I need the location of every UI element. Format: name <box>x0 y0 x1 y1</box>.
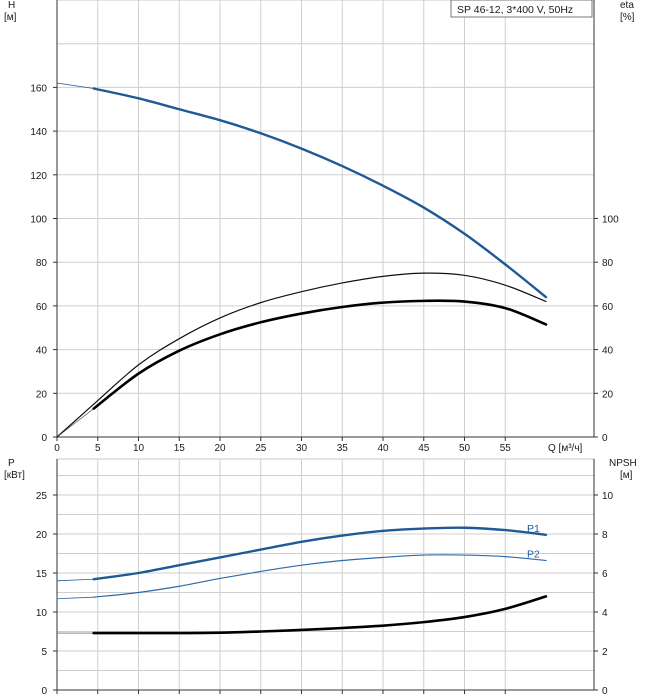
y-right-tick-label: 2 <box>602 647 608 658</box>
y-right-tick-label: 100 <box>602 215 619 226</box>
y-tick-label: 120 <box>30 171 47 182</box>
y-tick-label: 0 <box>41 433 47 444</box>
x-tick-label: 20 <box>214 443 226 454</box>
series-label-p2: P2 <box>527 549 540 561</box>
y-right-tick-label: 60 <box>602 302 614 313</box>
y-right-tick-label: 0 <box>602 686 608 697</box>
legend-text: SP 46-12, 3*400 V, 50Hz <box>457 4 573 16</box>
y-tick-label: 15 <box>36 569 48 580</box>
y-tick-label: 80 <box>36 258 48 269</box>
y-tick-label: 140 <box>30 127 47 138</box>
y-tick-label: 20 <box>36 530 48 541</box>
series-eta_thick <box>92 299 548 410</box>
x-tick-label: 25 <box>255 443 267 454</box>
y-tick-label: 10 <box>36 608 48 619</box>
x-tick-label: 30 <box>296 443 308 454</box>
y-right-tick-label: 6 <box>602 569 608 580</box>
y-tick-label: 160 <box>30 83 47 94</box>
y-tick-label: 100 <box>30 215 47 226</box>
series-eta_base <box>56 408 94 438</box>
y-axis-unit: [м] <box>4 12 17 23</box>
y-right-axis-title: NPSH <box>609 458 637 469</box>
legend-box <box>450 0 593 18</box>
x-tick-label: 15 <box>174 443 186 454</box>
y-tick-label: 40 <box>36 346 48 357</box>
y-tick-label: 25 <box>36 491 48 502</box>
y-right-tick-label: 8 <box>602 530 608 541</box>
y-right-tick-label: 40 <box>602 346 614 357</box>
y-axis-title: H <box>8 0 15 11</box>
y-right-axis-title: eta <box>620 0 634 11</box>
y-right-axis-unit: [м] <box>620 470 633 481</box>
series-p2_ext <box>56 596 95 600</box>
y-tick-label: 60 <box>36 302 48 313</box>
x-tick-label: 45 <box>418 443 430 454</box>
y-tick-label: 20 <box>36 389 48 400</box>
bottom-panel: 0 5 10 15 20 25 0 2 4 6 8 10 P[кВт] NPSH[м] P1 P2 <box>4 458 637 697</box>
y-right-axis-unit: [%] <box>620 12 635 23</box>
y-right-tick-label: 20 <box>602 389 614 400</box>
y-right-tick-label: 10 <box>602 491 614 502</box>
x-tick-label: 5 <box>95 443 101 454</box>
y-axis-unit: [кВт] <box>4 470 25 481</box>
y-right-tick-label: 0 <box>602 433 608 444</box>
x-tick-label: 55 <box>500 443 512 454</box>
plot-frame <box>56 458 595 691</box>
series-p2 <box>93 554 547 598</box>
top-panel: 0 20 40 60 80 100 120 140 160 0 20 40 60 80 100 0 5 10 15 2… <box>4 0 635 454</box>
legend-box-group: SP 46-12, 3*400 V, 50Hz <box>450 0 593 18</box>
series-head <box>92 87 548 299</box>
y-right-tick-label: 80 <box>602 258 614 269</box>
series-label-p1: P1 <box>527 523 540 535</box>
x-tick-label: 10 <box>133 443 145 454</box>
y-tick-label: 0 <box>41 686 47 697</box>
series-npsh <box>92 595 548 635</box>
series-eta_thin <box>56 272 547 438</box>
series-head_ext <box>56 82 95 89</box>
x-tick-label: 0 <box>54 443 60 454</box>
y-right-tick-label: 4 <box>602 608 608 619</box>
x-tick-label: 35 <box>337 443 349 454</box>
x-tick-label: 40 <box>377 443 389 454</box>
series-p1_ext <box>56 578 95 582</box>
x-tick-label: 50 <box>459 443 471 454</box>
y-tick-label: 5 <box>41 647 47 658</box>
y-axis-title: P <box>8 458 15 469</box>
series-p1 <box>92 526 548 581</box>
x-axis-label: Q [м³/ч] <box>548 443 583 454</box>
